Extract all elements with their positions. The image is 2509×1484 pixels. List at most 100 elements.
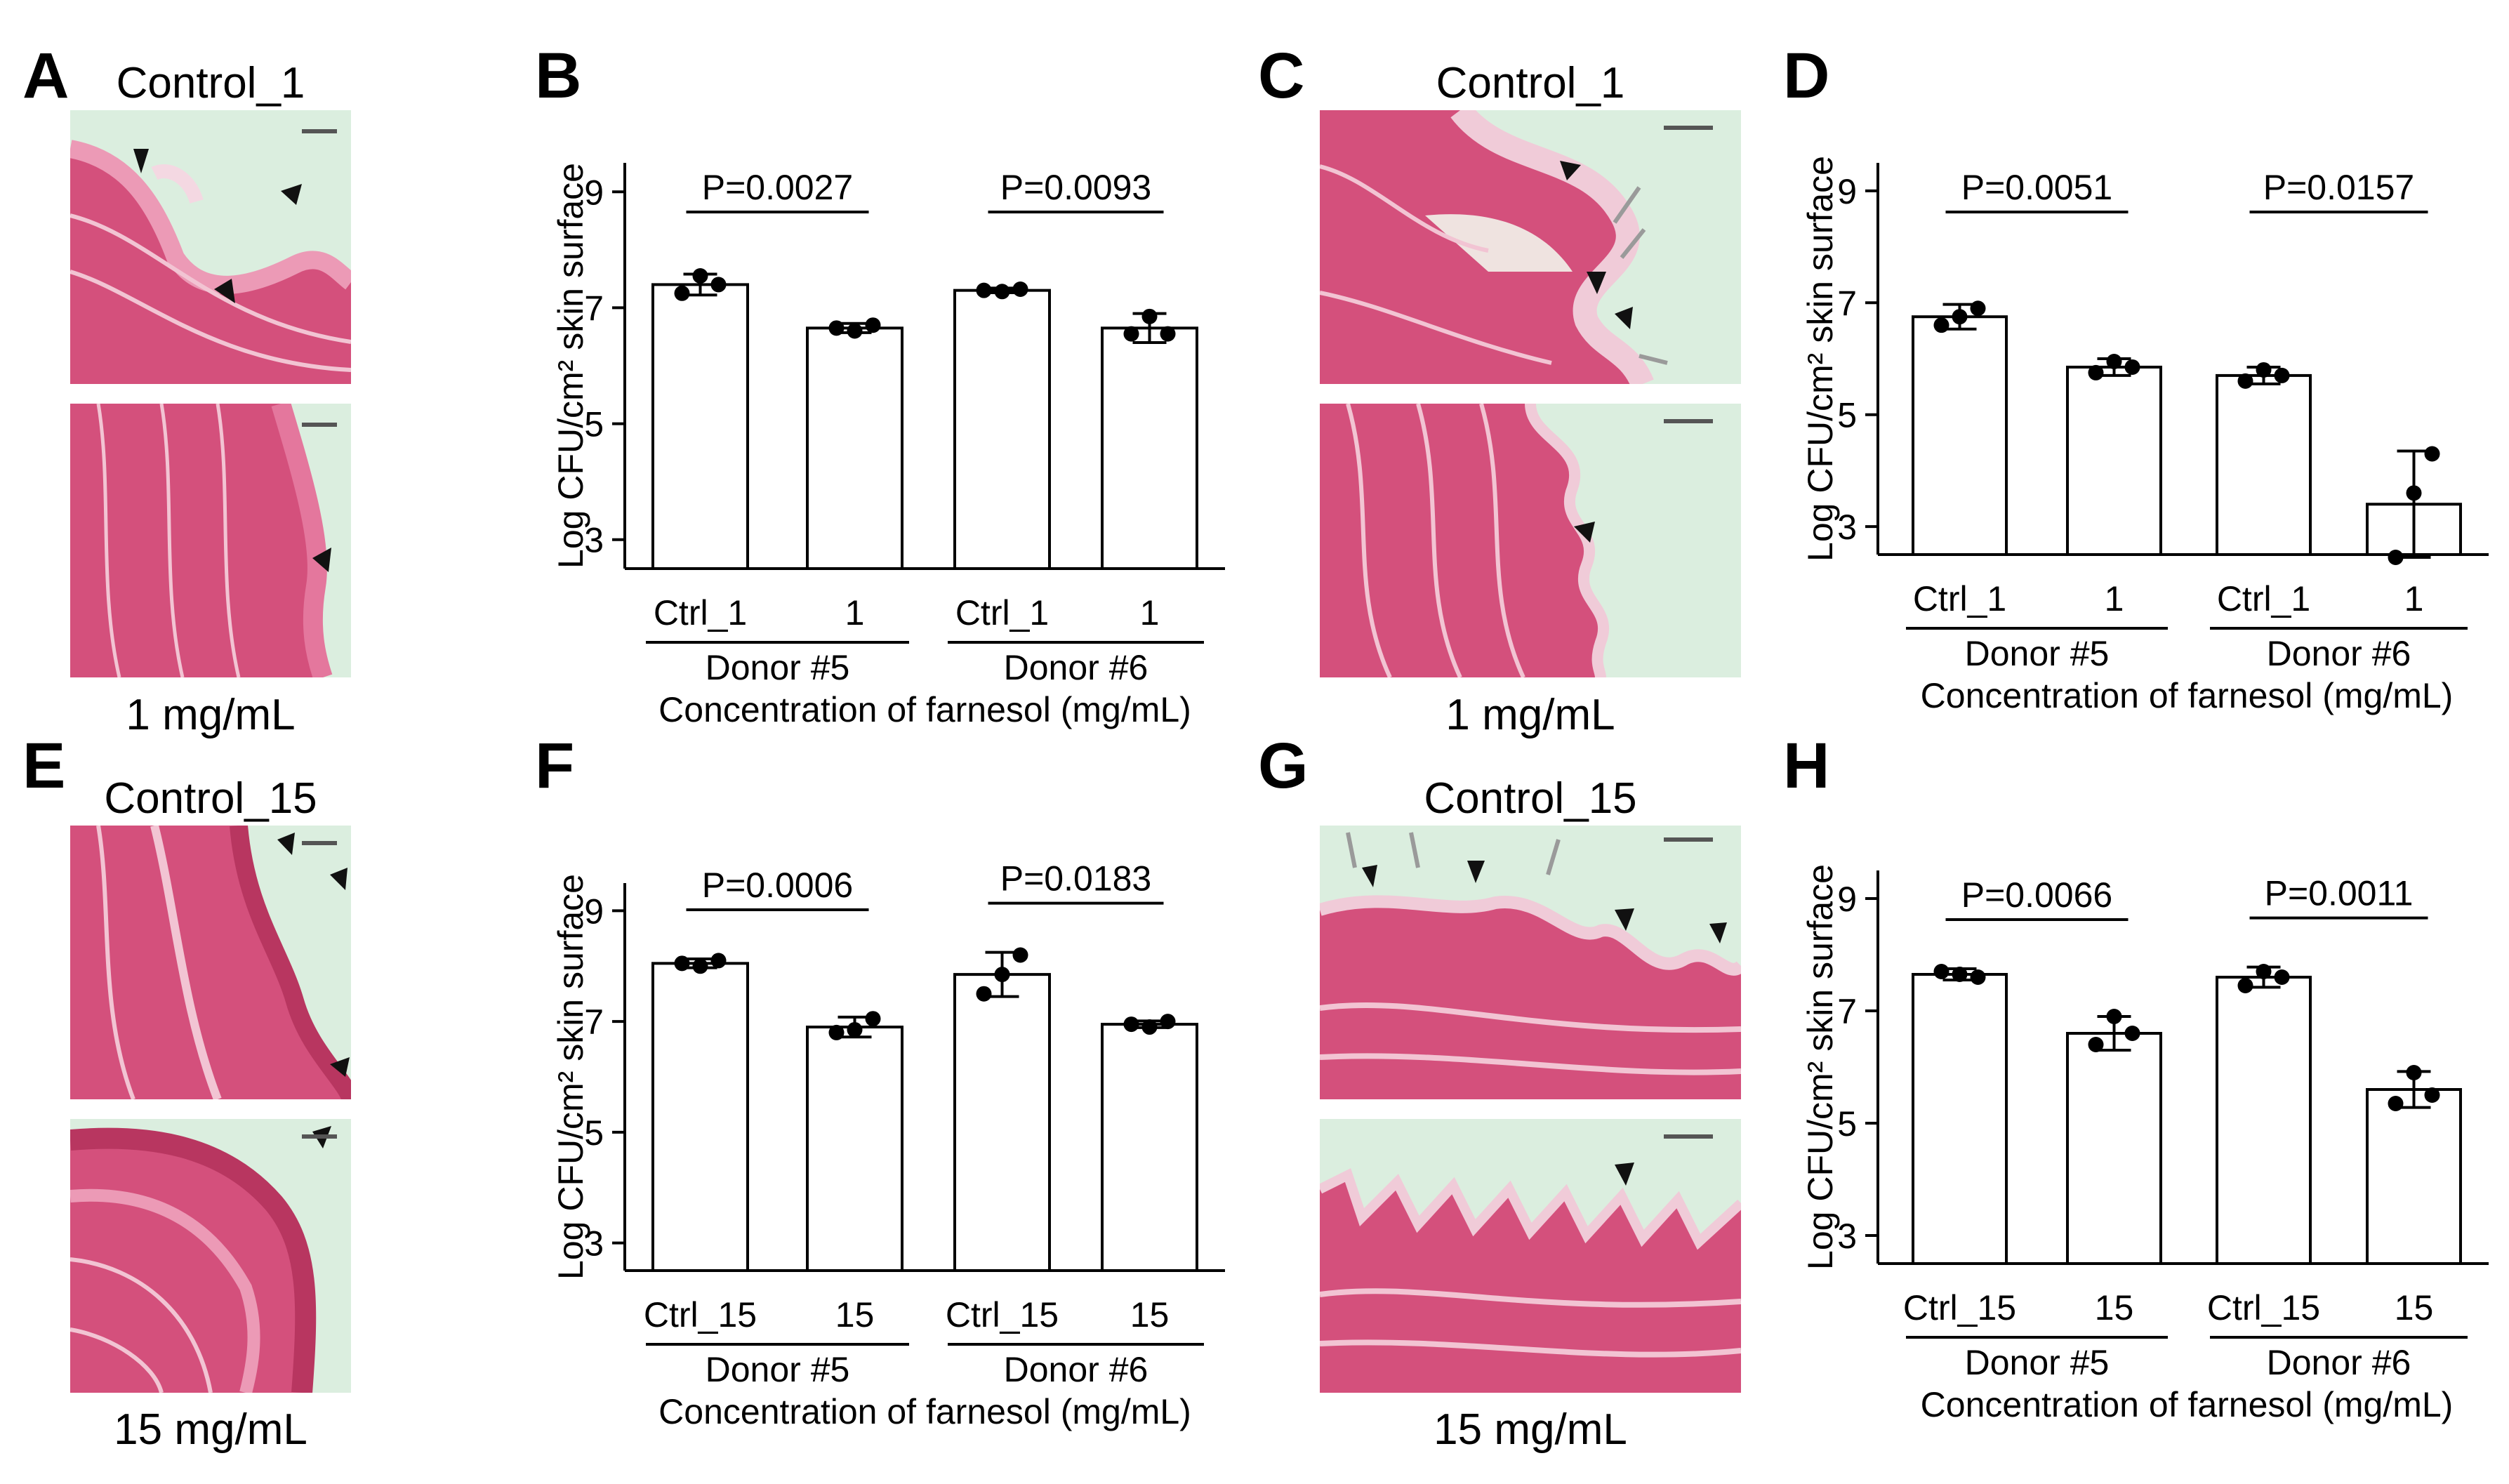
data-point (994, 967, 1010, 983)
panel-letter-d: D (1783, 40, 1830, 112)
arrowhead-marker (1615, 307, 1633, 329)
data-point (692, 268, 708, 284)
y-tick-label: 3 (584, 1224, 604, 1264)
data-point (1952, 967, 1968, 982)
panel-letter-f: F (535, 730, 575, 802)
data-point (2106, 1009, 2122, 1024)
data-point (710, 953, 727, 969)
data-point (1970, 969, 1986, 985)
y-tick-label: 5 (584, 405, 604, 444)
category-label: 15 (2095, 1288, 2134, 1327)
data-point (1933, 964, 1949, 979)
data-point (1160, 1014, 1176, 1030)
bar (806, 326, 903, 570)
arrowhead-marker (1362, 865, 1377, 887)
group-label: Donor #5 (1965, 1343, 2110, 1382)
micrograph-e-bottom-caption: 15 mg/mL (114, 1405, 307, 1454)
data-point (847, 1021, 863, 1038)
group-label: Donor #5 (1965, 634, 2110, 673)
micrograph-a-top-caption: Control_1 (116, 59, 305, 107)
micrograph-g-control (1320, 826, 1741, 1099)
gray-arrow (1639, 354, 1668, 365)
y-axis-label: Log CFU/cm² skin surface (1801, 864, 1840, 1270)
category-label: Ctrl_1 (1913, 579, 2006, 618)
x-axis-label: Concentration of farnesol (mg/mL) (658, 1392, 1191, 1431)
data-point (828, 1024, 845, 1040)
category-label: Ctrl_15 (644, 1295, 757, 1334)
micrograph-a-control (70, 110, 351, 384)
panel-letter-e: E (22, 730, 66, 802)
y-tick-label: 7 (584, 1002, 604, 1042)
data-point (2274, 969, 2290, 985)
y-tick-label: 7 (584, 289, 604, 328)
data-point (976, 986, 992, 1002)
data-point (2424, 1087, 2440, 1103)
data-point (692, 958, 708, 974)
micrograph-c-treated (1320, 404, 1741, 677)
category-label: 15 (835, 1295, 875, 1334)
bar (1101, 1023, 1198, 1272)
micrograph-g-treated (1320, 1119, 1741, 1393)
micrograph-g-bottom-caption: 15 mg/mL (1434, 1405, 1627, 1454)
x-axis-label: Concentration of farnesol (mg/mL) (1921, 1385, 2454, 1424)
group-label: Donor #6 (1004, 648, 1148, 687)
category-label: Ctrl_15 (2207, 1288, 2320, 1327)
data-point (674, 285, 690, 301)
data-point (1952, 309, 1968, 325)
data-point (2406, 485, 2422, 501)
category-label: 1 (1140, 593, 1160, 632)
bar (1912, 973, 2008, 1265)
arrowhead-marker (277, 833, 295, 855)
micrograph-a-treated (70, 404, 351, 677)
arrowhead-marker (133, 149, 149, 173)
micrograph-e-top-caption: Control_15 (104, 774, 317, 823)
data-point (1123, 1016, 1139, 1033)
bar (2216, 373, 2312, 557)
data-point (2388, 1096, 2404, 1111)
data-point (828, 320, 845, 336)
micrograph-a-bottom-caption: 1 mg/mL (126, 691, 296, 739)
gray-arrow (1620, 228, 1646, 259)
data-point (1970, 300, 1986, 317)
arrowhead-marker (330, 1057, 350, 1077)
y-tick-label: 3 (584, 521, 604, 560)
bar (1912, 315, 2008, 556)
panel-letter-b: B (535, 40, 582, 112)
micrograph-g-top-caption: Control_15 (1424, 774, 1637, 823)
data-point (2406, 1065, 2422, 1080)
gray-arrow (1409, 832, 1420, 868)
group-label: Donor #5 (706, 1350, 850, 1389)
bar (2216, 976, 2312, 1265)
y-axis-label: Log CFU/cm² skin surface (551, 163, 590, 569)
data-point (1141, 308, 1158, 324)
group-label: Donor #6 (2267, 1343, 2411, 1382)
arrowhead-marker (312, 548, 331, 572)
data-point (1160, 326, 1176, 342)
bar (953, 289, 1051, 570)
y-tick-label: 7 (1837, 284, 1857, 323)
arrowhead-marker (1467, 861, 1485, 883)
gray-arrow (1613, 186, 1641, 224)
data-point (1123, 326, 1139, 342)
data-point (1141, 1019, 1158, 1035)
bar (2066, 365, 2162, 556)
panel-letter-a: A (22, 40, 69, 112)
y-axis-label: Log CFU/cm² skin surface (1801, 156, 1840, 562)
data-point (674, 955, 690, 972)
micrograph-c-bottom-caption: 1 mg/mL (1445, 691, 1615, 739)
data-point (2424, 446, 2440, 462)
category-label: 1 (2404, 579, 2424, 618)
x-axis-label: Concentration of farnesol (mg/mL) (658, 690, 1191, 729)
p-value-label: P=0.0157 (2263, 168, 2414, 207)
data-point (710, 277, 727, 293)
data-point (1012, 947, 1028, 963)
data-point (976, 282, 992, 298)
y-tick-label: 7 (1837, 992, 1857, 1031)
p-value-label: P=0.0066 (1961, 875, 2112, 915)
bar (651, 962, 749, 1272)
data-point (865, 317, 881, 333)
